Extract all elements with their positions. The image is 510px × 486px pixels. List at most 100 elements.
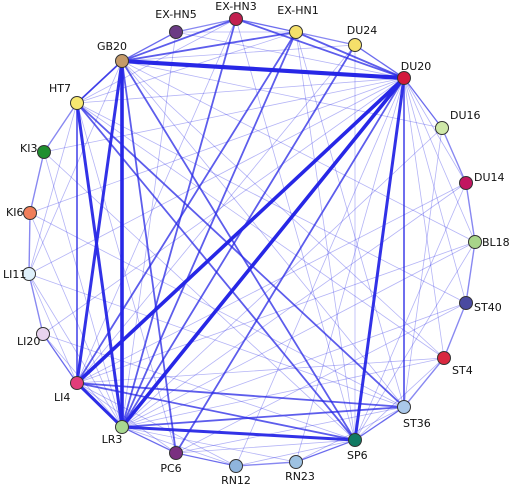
edge-ex-hn3-ex-hn1 xyxy=(235,18,297,33)
ring-edge xyxy=(235,461,297,467)
node-st40[interactable] xyxy=(459,296,473,310)
edge-ex-hn1-sp6 xyxy=(295,31,356,441)
edge-ex-hn5-lr3 xyxy=(121,31,177,428)
edge-du20-du14 xyxy=(403,77,467,184)
edge-sp6-du20 xyxy=(353,76,406,442)
edge-gb20-du16 xyxy=(121,60,443,129)
ring-edge xyxy=(465,241,476,304)
edge-ex-hn1-gb20 xyxy=(121,31,297,62)
node-ki3[interactable] xyxy=(37,145,51,159)
node-label-li4: LI4 xyxy=(54,391,70,404)
node-label-sp6: SP6 xyxy=(347,449,368,462)
ring-edge xyxy=(28,212,31,275)
edge-st40-pc6 xyxy=(175,302,467,454)
node-ht7[interactable] xyxy=(70,96,84,110)
node-label-gb20: GB20 xyxy=(97,40,127,53)
edge-ex-hn3-lr3 xyxy=(121,18,237,428)
node-lr3[interactable] xyxy=(115,420,129,434)
edge-pc6-lr3 xyxy=(121,426,177,454)
edge-ht7-li11 xyxy=(28,102,78,275)
edge-li11-lr3 xyxy=(28,273,123,428)
edge-pc6-gb20 xyxy=(121,60,177,454)
edge-gb20-ex-hn5 xyxy=(121,31,177,62)
node-st36[interactable] xyxy=(397,400,411,414)
edges-layer xyxy=(28,18,476,467)
node-label-st4: ST4 xyxy=(452,364,473,377)
node-label-ki3: KI3 xyxy=(20,142,37,155)
edge-ex-hn1-du20 xyxy=(295,31,405,79)
edge-gb20-du20 xyxy=(119,58,407,81)
node-du20[interactable] xyxy=(397,71,411,85)
node-li11[interactable] xyxy=(22,267,36,281)
node-label-li11: LI11 xyxy=(3,268,26,281)
edge-du20-li11 xyxy=(28,77,405,275)
edge-sp6-rn23 xyxy=(295,439,356,463)
ring-edge xyxy=(28,273,44,335)
ring-edge xyxy=(295,439,356,463)
node-li4[interactable] xyxy=(70,376,84,390)
node-label-ex-hn3: EX-HN3 xyxy=(215,0,256,13)
ring-edge xyxy=(441,127,467,184)
edge-li4-du20 xyxy=(75,76,406,385)
node-rn12[interactable] xyxy=(229,459,243,473)
edge-st36-pc6 xyxy=(175,406,405,454)
ring-edge xyxy=(235,18,297,33)
ring-edge xyxy=(175,18,237,33)
edge-ht7-lr3 xyxy=(75,101,124,429)
node-bl18[interactable] xyxy=(468,235,482,249)
edge-gb20-bl18 xyxy=(121,60,476,243)
node-label-du24: DU24 xyxy=(347,24,378,37)
edge-sp6-ki3 xyxy=(43,151,356,441)
node-sp6[interactable] xyxy=(348,433,362,447)
ring-edge xyxy=(465,182,476,243)
node-ki6[interactable] xyxy=(23,206,37,220)
node-label-st40: ST40 xyxy=(474,301,502,314)
node-du24[interactable] xyxy=(348,38,362,52)
edge-li11-li4 xyxy=(28,273,78,384)
edge-sp6-pc6 xyxy=(175,439,356,454)
edge-gb20-ht7 xyxy=(76,60,123,104)
ring-edge xyxy=(403,357,445,408)
nodes-layer: EX-HN5 EX-HN3 EX-HN1 DU24 DU20 DU16 DU14 BL18 ST… xyxy=(3,0,510,486)
edge-gb20-sp6 xyxy=(121,60,356,441)
edge-st36-sp6 xyxy=(354,406,405,441)
edge-du20-st4 xyxy=(403,77,445,359)
edge-pc6-ht7 xyxy=(76,102,177,454)
edge-lr3-sp6 xyxy=(120,425,357,442)
edge-ht7-st4 xyxy=(76,102,445,359)
edge-ki6-lr3 xyxy=(29,212,123,428)
edge-gb20-li4 xyxy=(75,59,124,385)
node-label-rn12: RN12 xyxy=(221,474,251,486)
ring-edge xyxy=(175,452,237,467)
node-ex-hn3[interactable] xyxy=(229,12,243,26)
edge-du24-lr3 xyxy=(121,44,356,428)
node-ex-hn1[interactable] xyxy=(289,25,303,39)
edge-gb20-st4 xyxy=(121,60,445,359)
node-pc6[interactable] xyxy=(169,446,183,460)
edge-gb20-st36 xyxy=(121,60,405,408)
node-du14[interactable] xyxy=(459,176,473,190)
node-label-ht7: HT7 xyxy=(49,82,71,95)
node-rn23[interactable] xyxy=(289,455,303,469)
node-ex-hn5[interactable] xyxy=(169,25,183,39)
edge-du24-du20 xyxy=(354,44,405,79)
edge-lr3-du20 xyxy=(120,76,406,429)
node-st4[interactable] xyxy=(437,351,451,365)
node-label-ex-hn5: EX-HN5 xyxy=(155,8,196,21)
node-label-du20: DU20 xyxy=(401,60,432,73)
edge-li4-lr3 xyxy=(75,381,124,429)
edge-du20-ht7 xyxy=(76,77,405,104)
ring-edge xyxy=(42,333,78,384)
ring-edge xyxy=(121,426,177,454)
ring-edge xyxy=(354,406,405,441)
edge-pc6-du20 xyxy=(175,77,405,454)
node-du16[interactable] xyxy=(435,121,449,135)
edge-ex-hn3-du20 xyxy=(235,18,405,79)
node-label-ki6: KI6 xyxy=(6,206,23,219)
node-gb20[interactable] xyxy=(115,54,129,68)
edge-li4-st36 xyxy=(76,382,405,408)
edge-ht7-st36 xyxy=(76,102,405,408)
edge-li4-st4 xyxy=(76,357,445,384)
node-li20[interactable] xyxy=(36,327,50,341)
node-label-st36: ST36 xyxy=(403,417,431,430)
